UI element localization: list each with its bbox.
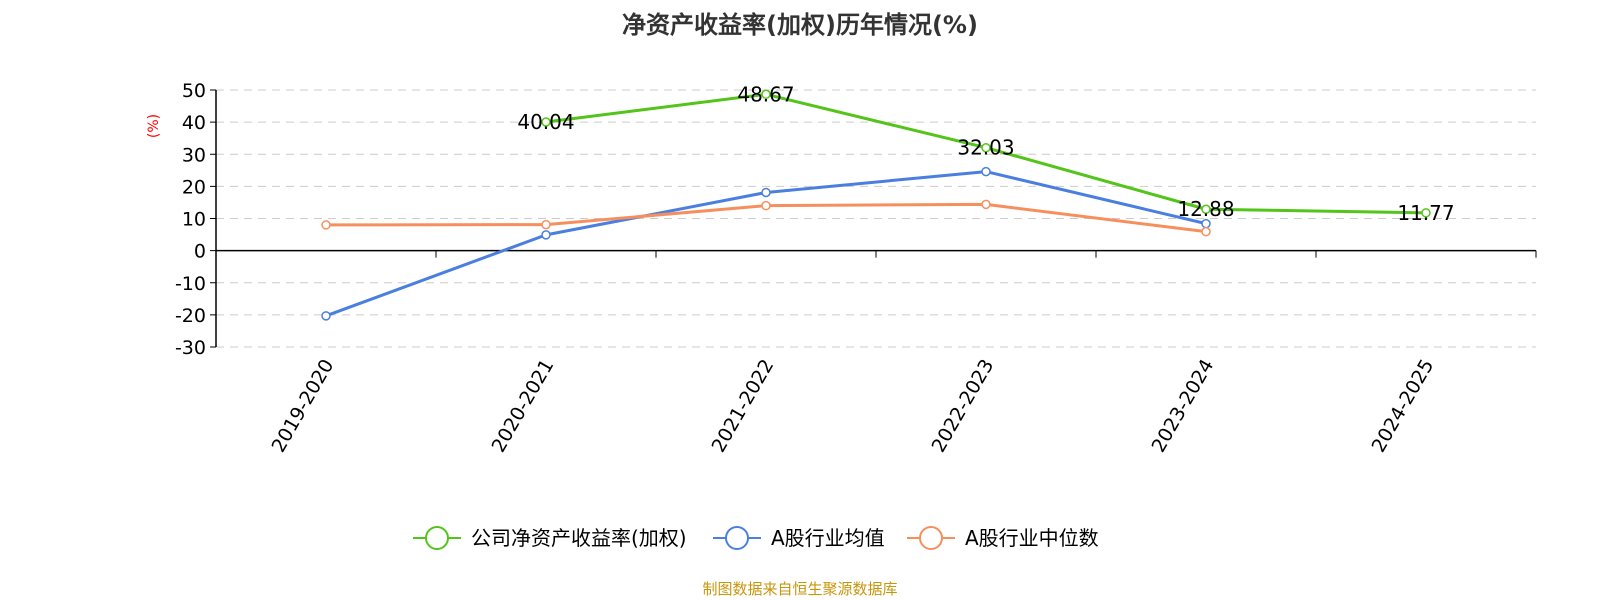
data-point[interactable] [321,311,331,321]
y-tick-label: 20 [182,176,206,198]
data-point[interactable] [761,187,771,198]
series-lines [321,89,1431,321]
data-label: 48.67 [737,82,794,106]
y-tick-label: 40 [182,112,206,134]
data-label: 12.88 [1177,197,1234,221]
data-label: 11.77 [1397,201,1454,225]
data-point[interactable] [761,200,771,211]
data-point[interactable] [541,117,551,127]
legend-item[interactable]: A股行业中位数 [907,526,1099,550]
y-tick-label: 10 [182,209,206,231]
legend-item[interactable]: 公司净资产收益率(加权) [413,526,687,550]
data-point[interactable] [981,142,991,153]
data-label: 32.03 [957,136,1014,160]
x-tick-label: 2021-2022 [707,356,778,457]
data-point[interactable] [761,89,771,100]
grid-lines [216,89,1536,348]
x-tick-label: 2019-2020 [267,356,338,457]
x-tick-label: 2020-2021 [487,356,558,457]
chart-title: 净资产收益率(加权)历年情况(%) [622,11,978,39]
data-point[interactable] [321,220,331,230]
data-label: 40.04 [517,110,574,134]
legend-marker [919,526,943,550]
y-tick-label: 0 [194,241,206,263]
data-point[interactable] [1201,204,1211,214]
data-point[interactable] [541,219,551,230]
x-tick-label: 2024-2025 [1367,356,1438,457]
x-tick-label: 2022-2023 [927,356,998,457]
y-axis-label: (%) [146,114,162,138]
legend-marker [725,526,749,550]
legend-label: 公司净资产收益率(加权) [471,526,687,550]
data-point[interactable] [1201,226,1211,237]
data-point[interactable] [1421,208,1431,218]
legend-label: A股行业中位数 [965,526,1099,550]
legend[interactable]: 公司净资产收益率(加权) A股行业均值 A股行业中位数 [413,526,1099,550]
y-tick-label: -30 [175,337,206,359]
y-tick-label: -20 [175,305,206,327]
legend-item[interactable]: A股行业均值 [713,526,885,550]
y-tick-label: -10 [175,273,206,295]
legend-label: A股行业均值 [771,526,885,550]
x-tick-label: 2023-2024 [1147,356,1218,457]
data-labels: 40.04 48.67 32.03 12.88 11.77 [517,82,1454,225]
y-tick-label: 30 [182,144,206,166]
legend-marker [425,526,449,550]
data-point[interactable] [981,166,991,177]
data-point[interactable] [541,230,551,240]
y-tick-label: 50 [182,80,206,102]
data-point[interactable] [981,199,991,210]
axes: 50 40 30 20 10 0 -10 -20 -30 2019-2020 2020-2021 20… [175,80,1537,457]
source-note: 制图数据来自恒生聚源数据库 [702,580,897,598]
